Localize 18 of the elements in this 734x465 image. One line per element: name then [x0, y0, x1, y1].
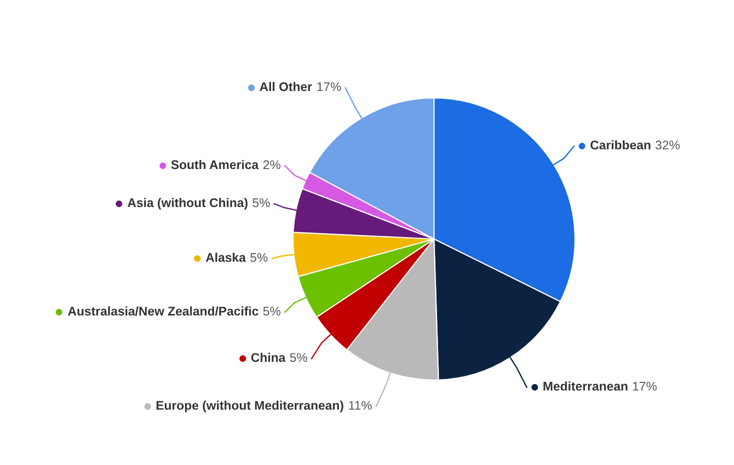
- data-label: 5%: [290, 353, 308, 362]
- legend-label: Asia (without China): [128, 198, 248, 210]
- data-label: 5%: [252, 198, 270, 208]
- legend-label: All Other: [260, 82, 312, 92]
- data-label: 17%: [633, 382, 657, 391]
- legend-label: Caribbean: [590, 140, 650, 150]
- legend-label: Europe (without Mediterranean): [156, 400, 344, 412]
- data-label: 5%: [250, 253, 268, 262]
- data-label: 5%: [263, 306, 280, 316]
- legend-label: South America: [171, 160, 259, 170]
- legend-label: China: [251, 352, 286, 362]
- legend-label: Mediterranean: [544, 381, 628, 391]
- data-label: 2%: [263, 160, 280, 170]
- data-label: 32%: [656, 140, 680, 150]
- data-label: 17%: [317, 82, 341, 92]
- legend-label: Alaska: [206, 252, 246, 262]
- data-label: 11%: [349, 401, 372, 410]
- legend-label: Australasia/New Zealand/Pacific: [68, 306, 258, 316]
